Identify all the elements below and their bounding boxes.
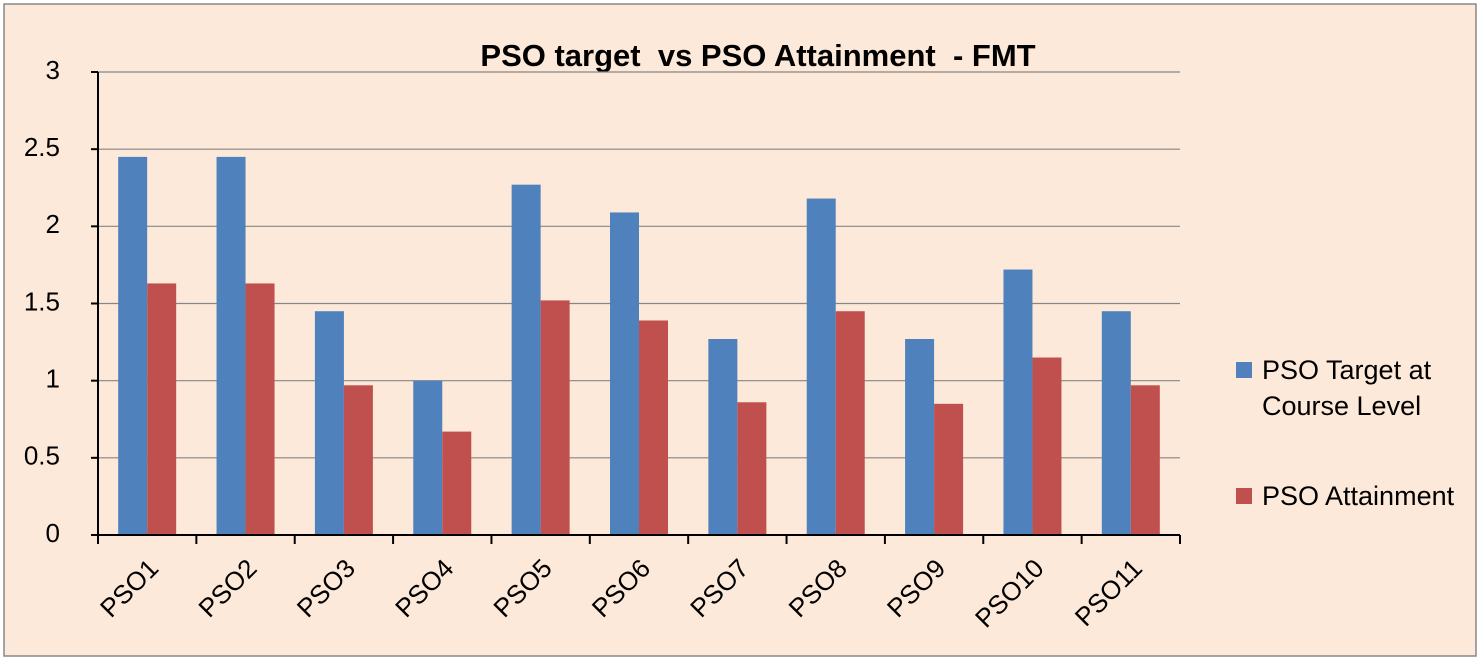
legend-label: PSO Target at Course Level [1262, 355, 1432, 421]
bar [511, 184, 541, 535]
legend-swatch [1236, 488, 1252, 504]
bar [610, 212, 639, 535]
bar [639, 320, 668, 535]
bar [216, 156, 246, 535]
bar [934, 403, 964, 535]
bar [118, 156, 148, 535]
bar [905, 338, 935, 535]
bar [1003, 269, 1033, 535]
y-tick-label: 3 [46, 55, 60, 85]
bar [737, 402, 767, 535]
chart-title: PSO target vs PSO Attainment - FMT [480, 38, 1035, 73]
y-tick-label: 1 [46, 364, 60, 394]
bar [245, 283, 275, 535]
y-tick-label: 2 [46, 209, 60, 239]
bar [343, 385, 373, 535]
legend-label: PSO Attainment [1262, 481, 1455, 511]
legend-item: PSO Attainment [1236, 478, 1462, 514]
y-tick-label: 0 [46, 518, 60, 548]
bar [442, 431, 472, 535]
bar [835, 311, 865, 535]
bar [1130, 385, 1160, 535]
bar [708, 338, 738, 535]
legend-item: PSO Target at Course Level [1236, 352, 1462, 424]
bar [540, 300, 570, 535]
bar [413, 380, 443, 535]
y-tick-label: 1.5 [24, 286, 60, 316]
bar [1101, 311, 1131, 535]
bar [147, 283, 177, 535]
legend-swatch [1236, 362, 1252, 378]
bar [1032, 357, 1062, 535]
y-tick-label: 0.5 [24, 441, 60, 471]
bar [806, 198, 836, 535]
y-tick-label: 2.5 [24, 132, 60, 162]
bar [314, 311, 344, 535]
